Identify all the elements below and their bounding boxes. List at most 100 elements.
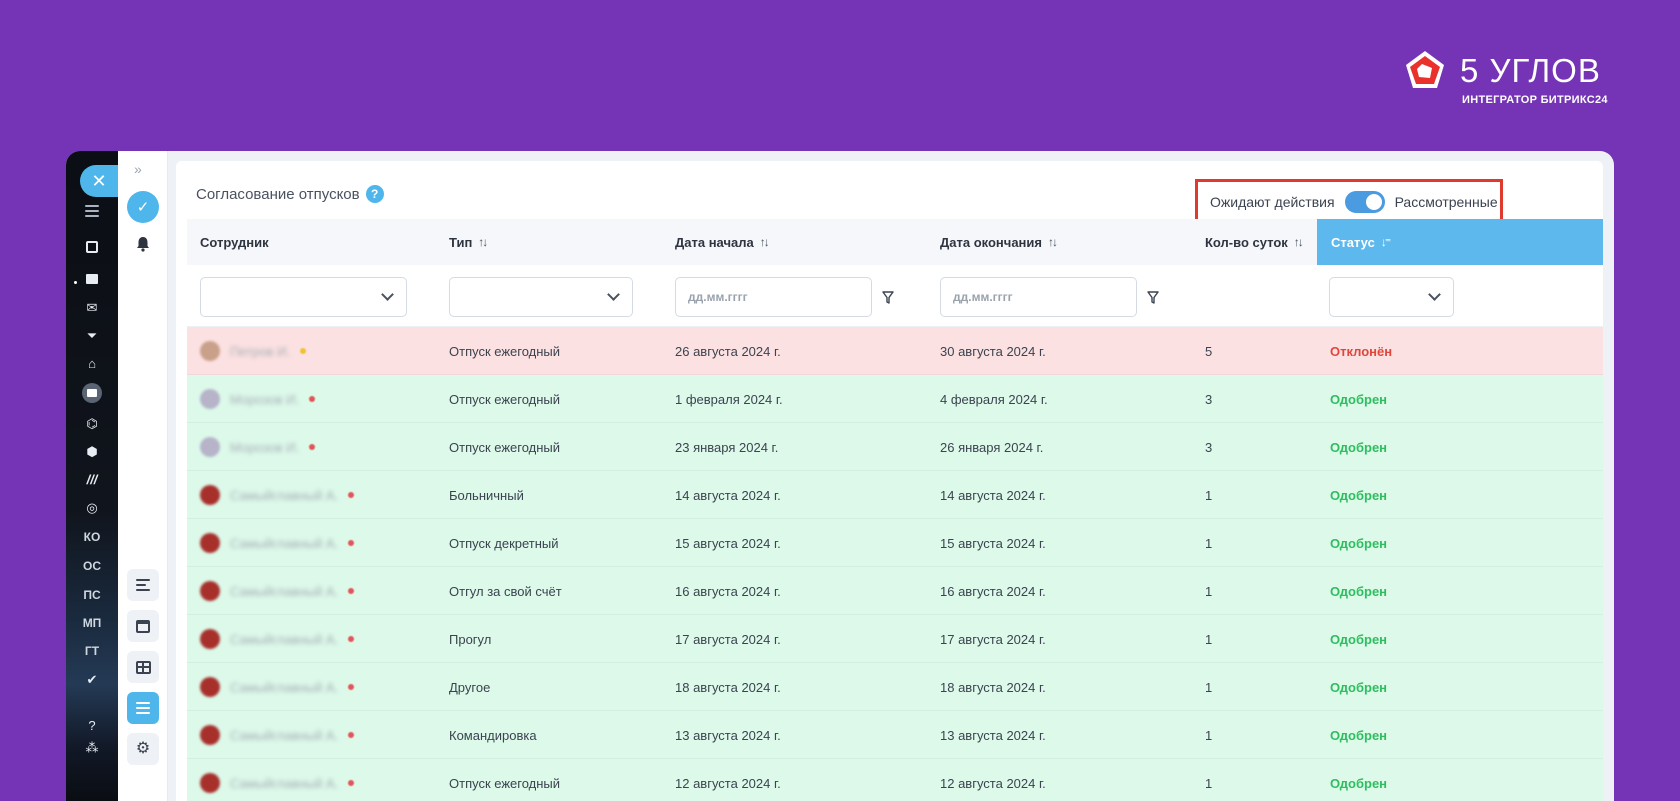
feed-icon[interactable] [66, 267, 118, 291]
company-icon[interactable]: ⌂ [88, 355, 96, 371]
structure-icon[interactable]: ⁂ [85, 739, 99, 755]
settings-icon[interactable]: ⚙ [127, 733, 159, 765]
table-row[interactable]: Петров И. Отпуск ежегодный 26 августа 2024… [187, 327, 1603, 375]
rail-label-mp[interactable]: МП [82, 616, 102, 630]
rail-label-os[interactable]: ОС [83, 559, 101, 573]
avatar [200, 341, 220, 361]
employee-name: Самыйглавный А. [230, 775, 339, 791]
app-avatar-icon[interactable]: ✓ [127, 191, 159, 223]
days-cell: 1 [1205, 535, 1213, 551]
end-date-filter[interactable] [940, 277, 1137, 317]
contacts-icon[interactable] [66, 381, 118, 405]
presence-dot [300, 348, 307, 354]
toggle-label-pending[interactable]: Ожидают действия [1210, 194, 1335, 210]
view-switch[interactable] [1344, 191, 1385, 213]
avatar [200, 725, 220, 745]
employee-cell[interactable]: Самыйглавный А. [200, 471, 355, 519]
target-icon[interactable]: ◎ [86, 499, 98, 515]
days-cell: 1 [1205, 583, 1213, 599]
sort-icon[interactable]: ↑↓ [1047, 235, 1058, 249]
box-icon[interactable]: ⬢ [86, 443, 98, 459]
days-cell: 1 [1205, 487, 1213, 503]
funnel-icon[interactable] [1147, 291, 1159, 305]
presence-dot [309, 396, 316, 402]
col-type[interactable]: Тип ↑↓ [449, 219, 488, 265]
avatar [200, 485, 220, 505]
avatar [200, 773, 220, 793]
status-filter-select[interactable] [1329, 277, 1454, 317]
help-circle-icon[interactable]: ? [88, 717, 96, 733]
start-date-input[interactable] [676, 278, 871, 316]
employee-name: Петров И. [230, 343, 291, 359]
start-date-cell: 1 февраля 2024 г. [675, 391, 783, 407]
col-days[interactable]: Кол-во суток ↑↓ [1205, 219, 1304, 265]
employee-cell[interactable]: Самыйглавный А. [200, 519, 355, 567]
table-row[interactable]: Самыйглавный А. Больничный 14 августа 2024… [187, 471, 1603, 519]
funnel-icon[interactable] [882, 291, 894, 305]
table-row[interactable]: Самыйглавный А. Командировка 13 августа 20… [187, 711, 1603, 759]
toggle-label-reviewed[interactable]: Рассмотренные [1394, 194, 1498, 210]
table-row[interactable]: Самыйглавный А. Другое 18 августа 2024 г. 1… [187, 663, 1603, 711]
rail-indicator [74, 281, 77, 284]
end-date-cell: 13 августа 2024 г. [940, 727, 1046, 743]
status-badge: Отклонён [1330, 343, 1393, 359]
table-row[interactable]: Морозов И. Отпуск ежегодный 1 февраля 2024… [187, 375, 1603, 423]
stripes-icon[interactable]: /// [86, 471, 98, 487]
start-date-cell: 13 августа 2024 г. [675, 727, 781, 743]
employee-name: Самыйглавный А. [230, 631, 339, 647]
type-cell: Другое [449, 679, 491, 695]
approvals-list-button[interactable] [127, 692, 159, 724]
col-status[interactable]: Статус ↓⁼ [1317, 219, 1603, 265]
presence-dot [348, 492, 355, 498]
table-row[interactable]: Самыйглавный А. Отпуск ежегодный 12 август… [187, 759, 1603, 801]
col-end-label: Дата окончания [940, 234, 1042, 250]
col-employee[interactable]: Сотрудник [200, 219, 269, 265]
employee-filter-select[interactable] [200, 277, 407, 317]
employee-cell[interactable]: Морозов И. [200, 423, 316, 471]
rail-label-gt[interactable]: ГТ [84, 644, 100, 658]
presence-dot [309, 444, 316, 450]
end-date-cell: 30 августа 2024 г. [940, 343, 1046, 359]
employee-cell[interactable]: Самыйглавный А. [200, 711, 355, 759]
close-icon[interactable]: ✕ [80, 165, 118, 197]
mail-icon[interactable]: ✉ [86, 299, 98, 315]
sort-desc-icon[interactable]: ↓⁼ [1380, 235, 1391, 249]
task-icon[interactable] [66, 235, 118, 259]
start-date-filter[interactable] [675, 277, 872, 317]
employee-cell[interactable]: Петров И. [200, 327, 307, 375]
list-view-button[interactable] [127, 569, 159, 601]
expand-icon[interactable]: » [134, 161, 142, 177]
table-row[interactable]: Самыйглавный А. Прогул 17 августа 2024 г. 1… [187, 615, 1603, 663]
col-start-date[interactable]: Дата начала ↑↓ [675, 219, 770, 265]
employee-cell[interactable]: Самыйглавный А. [200, 663, 355, 711]
end-date-cell: 15 августа 2024 г. [940, 535, 1046, 551]
table-row[interactable]: Самыйглавный А. Отгул за свой счёт 16 авгу… [187, 567, 1603, 615]
table-icon[interactable] [127, 651, 159, 683]
rail-label-ps[interactable]: ПС [83, 588, 101, 602]
employee-cell[interactable]: Морозов И. [200, 375, 316, 423]
check-circle-icon[interactable]: ✔ [86, 671, 98, 687]
sort-icon[interactable]: ↑↓ [478, 235, 488, 249]
rail-label-ko[interactable]: КО [83, 530, 101, 544]
employee-cell[interactable]: Самыйглавный А. [200, 567, 355, 615]
employee-cell[interactable]: Самыйглавный А. [200, 759, 355, 801]
sort-icon[interactable]: ↑↓ [759, 235, 770, 249]
col-start-label: Дата начала [675, 234, 754, 250]
robot-icon[interactable]: ⌬ [86, 415, 98, 431]
avatar [200, 533, 220, 553]
col-end-date[interactable]: Дата окончания ↑↓ [940, 219, 1058, 265]
filter-icon[interactable]: ⏷ [86, 327, 98, 343]
help-icon[interactable]: ? [365, 185, 384, 203]
employee-cell[interactable]: Самыйглавный А. [200, 615, 355, 663]
sort-icon[interactable]: ↑↓ [1293, 235, 1304, 249]
table-row[interactable]: Морозов И. Отпуск ежегодный 23 января 2024… [187, 423, 1603, 471]
end-date-input[interactable] [941, 278, 1136, 316]
menu-icon[interactable] [66, 199, 118, 223]
app-sidebar: » ✓ ⚙ [118, 151, 168, 801]
days-cell: 3 [1205, 391, 1213, 407]
calendar-icon[interactable] [127, 610, 159, 642]
table-row[interactable]: Самыйглавный А. Отпуск декретный 15 август… [187, 519, 1603, 567]
bell-icon[interactable] [134, 235, 152, 253]
days-cell: 5 [1205, 343, 1213, 359]
type-filter-select[interactable] [449, 277, 633, 317]
